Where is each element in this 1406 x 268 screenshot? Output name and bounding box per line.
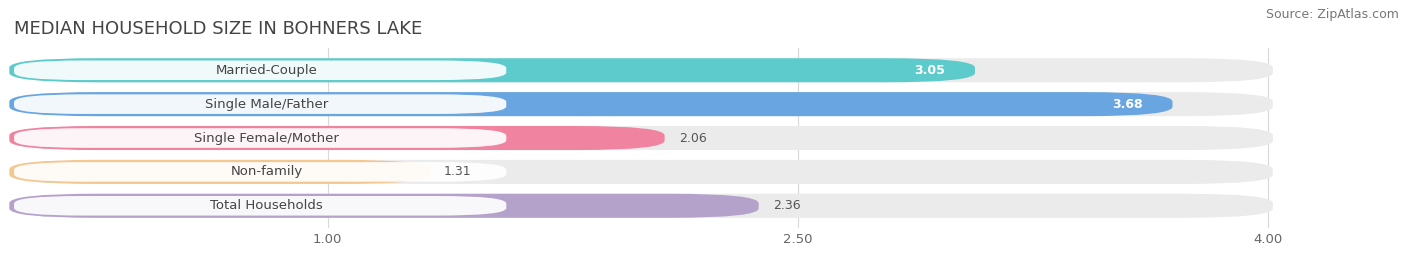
FancyBboxPatch shape xyxy=(10,160,429,184)
Text: Source: ZipAtlas.com: Source: ZipAtlas.com xyxy=(1265,8,1399,21)
Text: 3.05: 3.05 xyxy=(914,64,945,77)
Text: MEDIAN HOUSEHOLD SIZE IN BOHNERS LAKE: MEDIAN HOUSEHOLD SIZE IN BOHNERS LAKE xyxy=(14,20,422,38)
FancyBboxPatch shape xyxy=(14,128,506,148)
FancyBboxPatch shape xyxy=(14,61,506,80)
Text: 2.36: 2.36 xyxy=(773,199,800,212)
Text: Single Female/Mother: Single Female/Mother xyxy=(194,132,339,144)
FancyBboxPatch shape xyxy=(14,94,506,114)
FancyBboxPatch shape xyxy=(10,92,1272,116)
Text: 2.06: 2.06 xyxy=(679,132,706,144)
Text: Non-family: Non-family xyxy=(231,165,302,178)
FancyBboxPatch shape xyxy=(10,58,1272,82)
FancyBboxPatch shape xyxy=(10,194,1272,218)
FancyBboxPatch shape xyxy=(10,58,974,82)
FancyBboxPatch shape xyxy=(14,162,506,182)
Text: Total Households: Total Households xyxy=(209,199,323,212)
FancyBboxPatch shape xyxy=(10,194,759,218)
FancyBboxPatch shape xyxy=(10,126,1272,150)
FancyBboxPatch shape xyxy=(10,126,665,150)
FancyBboxPatch shape xyxy=(10,92,1173,116)
Text: 3.68: 3.68 xyxy=(1112,98,1143,111)
Text: Single Male/Father: Single Male/Father xyxy=(205,98,328,111)
FancyBboxPatch shape xyxy=(14,196,506,215)
FancyBboxPatch shape xyxy=(10,160,1272,184)
Text: Married-Couple: Married-Couple xyxy=(215,64,318,77)
Text: 1.31: 1.31 xyxy=(443,165,471,178)
